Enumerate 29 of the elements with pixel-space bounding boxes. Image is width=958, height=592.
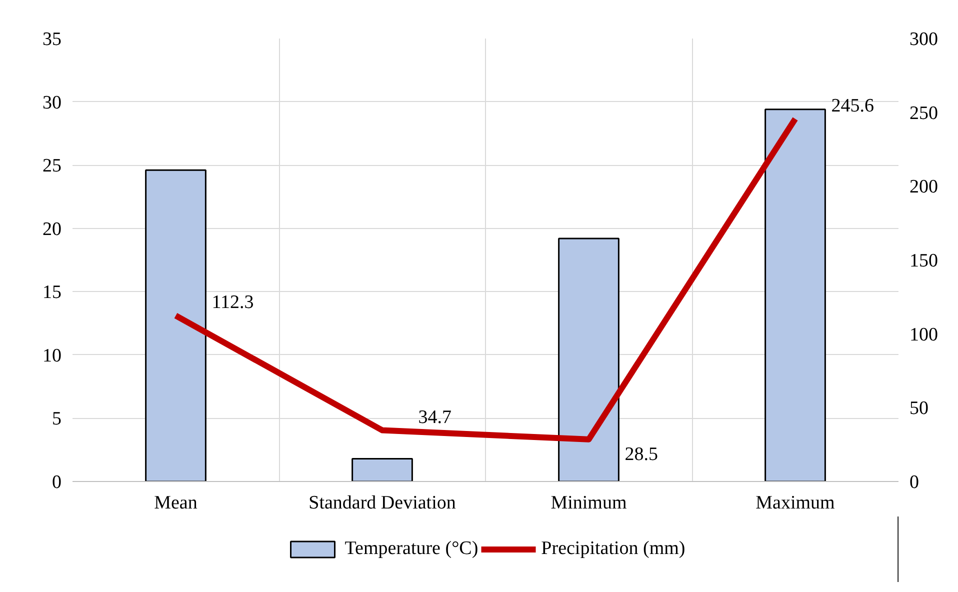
bar: [558, 238, 620, 482]
data-label: 34.7: [418, 406, 452, 428]
y2-tick-label: 150: [910, 250, 938, 272]
y2-tick-label: 50: [910, 398, 928, 420]
bar: [352, 458, 413, 482]
x-tick-label: Standard Deviation: [308, 492, 456, 514]
y2-tick-label: 100: [910, 324, 938, 346]
y-tick-label: 10: [42, 345, 62, 366]
legend-label: Temperature (°C): [344, 538, 478, 560]
y-tick-label: 30: [42, 92, 62, 114]
bar: [764, 108, 826, 482]
data-label: 28.5: [624, 444, 658, 465]
y2-tick-label: 200: [910, 176, 938, 198]
y-tick-label: 15: [42, 282, 62, 304]
x-tick-label: Mean: [154, 492, 198, 514]
y-tick-label: 25: [42, 156, 62, 177]
y-tick-label: 0: [52, 472, 62, 493]
y2-tick-label: 300: [910, 29, 938, 50]
y-tick-label: 20: [42, 218, 62, 240]
x-tick-label: Minimum: [550, 492, 627, 514]
y2-tick-label: 0: [910, 472, 919, 493]
x-tick-label: Maximum: [756, 492, 836, 514]
legend-label: Precipitation (mm): [541, 538, 686, 560]
y-tick-label: 5: [52, 408, 62, 430]
bar: [145, 169, 206, 482]
data-label: 245.6: [831, 95, 874, 116]
y2-tick-label: 250: [910, 102, 938, 124]
y-tick-label: 35: [42, 29, 62, 50]
data-label: 112.3: [212, 292, 254, 314]
